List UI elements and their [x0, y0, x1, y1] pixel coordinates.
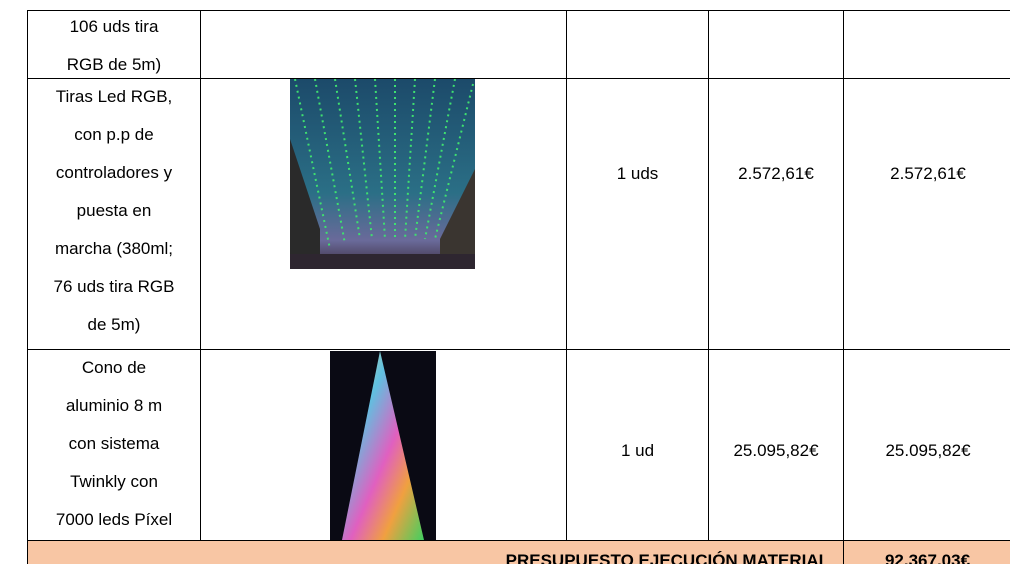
- value-cell: 25.095,82€: [708, 349, 844, 541]
- description-cell: 106 uds tira RGB de 5m): [27, 10, 201, 79]
- description-line: puesta en: [76, 201, 152, 220]
- value-cell: [566, 10, 709, 79]
- description-line: con sistema: [68, 434, 160, 453]
- value-cell: 2.572,61€: [708, 78, 844, 350]
- description-line: con p.p de: [74, 125, 154, 144]
- photo-led-strips: [290, 79, 475, 269]
- value-cell: 2.572,61€: [843, 78, 1010, 350]
- photo-light-cone: [330, 351, 436, 540]
- description-line: 7000 leds Píxel: [55, 510, 173, 529]
- unit-price: 25.095,82€: [733, 441, 819, 460]
- value-cell: [708, 10, 844, 79]
- footer-total: 92.367,03€: [843, 540, 1010, 564]
- description-line: aluminio 8 m: [65, 396, 163, 415]
- total: 2.572,61€: [890, 164, 966, 183]
- value-cell: 1 ud: [566, 349, 709, 541]
- value-cell: 25.095,82€: [843, 349, 1010, 541]
- description-cell: Tiras Led RGB, con p.p de controladores y p…: [27, 78, 201, 350]
- description-line: RGB de 5m): [66, 55, 162, 74]
- quantity: 1 uds: [616, 164, 659, 183]
- description-line: 76 uds tira RGB: [53, 277, 175, 296]
- quantity: 1 ud: [620, 441, 655, 460]
- description-line: marcha (380ml;: [54, 239, 174, 258]
- description-line: 106 uds tira: [69, 17, 159, 36]
- description-line: Cono de: [81, 358, 147, 377]
- footer-label: PRESUPUESTO EJECUCIÓN MATERIAL: [27, 540, 844, 564]
- unit-price: 2.572,61€: [738, 164, 814, 183]
- value-cell: 1 uds: [566, 78, 709, 350]
- image-cell: [200, 10, 567, 79]
- description-line: Tiras Led RGB,: [55, 87, 173, 106]
- description-line: controladores y: [55, 163, 173, 182]
- description-line: Twinkly con: [70, 472, 158, 491]
- description-cell: Cono de aluminio 8 m con sistema Twinkly co…: [27, 349, 201, 541]
- total: 25.095,82€: [885, 441, 971, 460]
- value-cell: [843, 10, 1010, 79]
- description-line: de 5m): [87, 315, 141, 334]
